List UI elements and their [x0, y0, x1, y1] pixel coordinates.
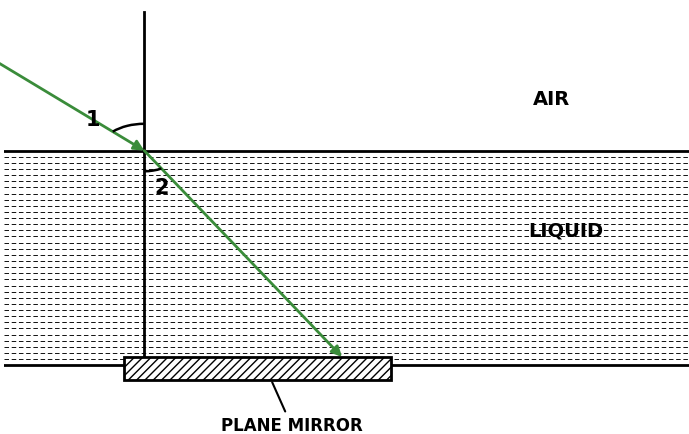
Text: AIR: AIR: [533, 89, 570, 108]
Bar: [124, 357, 391, 380]
Text: PLANE MIRROR: PLANE MIRROR: [220, 382, 362, 434]
Text: 2: 2: [154, 178, 169, 198]
Text: LIQUID: LIQUID: [528, 222, 604, 240]
Text: 1: 1: [85, 110, 100, 130]
